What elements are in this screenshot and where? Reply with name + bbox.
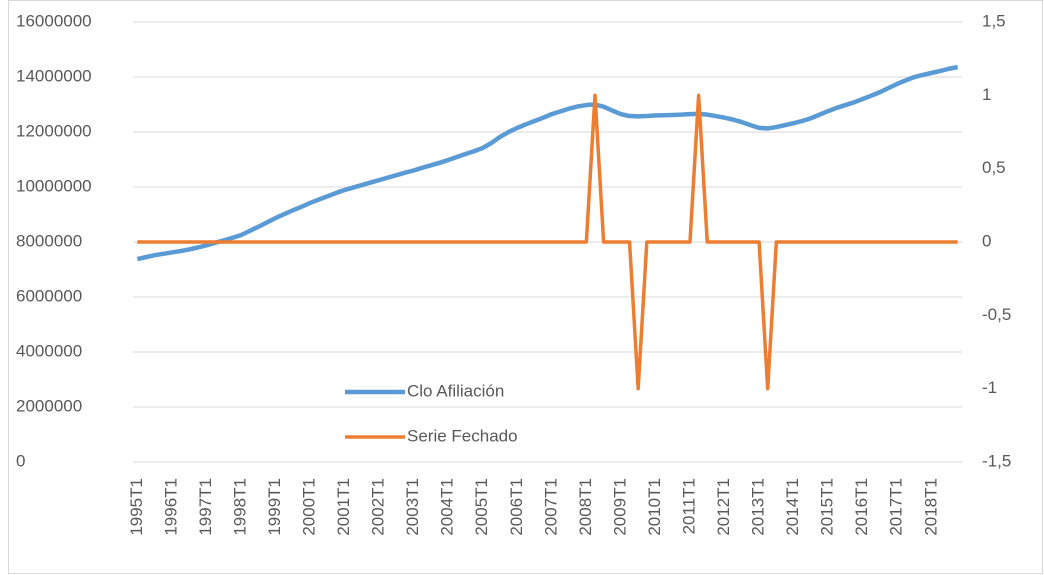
x-tick-label: 2009T1	[610, 478, 629, 536]
y2-tick-label: -1,5	[982, 451, 1011, 470]
x-tick-label: 2006T1	[507, 478, 526, 536]
y-tick-label: 16000000	[16, 11, 92, 30]
x-tick-label: 2018T1	[921, 478, 940, 536]
x-tick-label: 2015T1	[818, 478, 837, 536]
legend-label: Clo Afiliación	[407, 381, 504, 400]
y-tick-label: 10000000	[16, 176, 92, 195]
x-tick-label: 2000T1	[300, 478, 319, 536]
x-tick-label: 2008T1	[576, 478, 595, 536]
x-tick-label: 2005T1	[472, 478, 491, 536]
x-tick-label: 2001T1	[334, 478, 353, 536]
x-tick-label: 2016T1	[852, 478, 871, 536]
x-tick-label: 2007T1	[541, 478, 560, 536]
y2-tick-label: -1	[982, 378, 997, 397]
x-tick-label: 1996T1	[161, 478, 180, 536]
x-tick-label: 2010T1	[645, 478, 664, 536]
x-tick-label: 1999T1	[265, 478, 284, 536]
y-tick-label: 2000000	[16, 396, 82, 415]
y2-tick-label: 0	[982, 231, 991, 250]
y-tick-label: 8000000	[16, 231, 82, 250]
y2-tick-label: 0,5	[982, 158, 1006, 177]
y2-tick-label: -0,5	[982, 305, 1011, 324]
x-tick-label: 1998T1	[230, 478, 249, 536]
y-tick-label: 12000000	[16, 121, 92, 140]
y2-tick-label: 1,5	[982, 11, 1006, 30]
legend-label: Serie Fechado	[407, 426, 518, 445]
x-tick-label: 2003T1	[403, 478, 422, 536]
x-tick-label: 2011T1	[679, 478, 698, 534]
series-line	[137, 93, 958, 391]
y-tick-label: 0	[16, 451, 25, 470]
x-tick-label: 2002T1	[369, 478, 388, 536]
x-tick-label: 2014T1	[783, 478, 802, 536]
y-tick-label: 4000000	[16, 341, 82, 360]
x-tick-label: 1997T1	[196, 478, 215, 536]
x-tick-label: 2004T1	[438, 478, 457, 536]
x-tick-label: 2013T1	[749, 478, 768, 536]
x-tick-label: 1995T1	[127, 478, 146, 536]
y-tick-label: 14000000	[16, 66, 92, 85]
y-tick-label: 6000000	[16, 286, 82, 305]
x-tick-label: 2012T1	[714, 478, 733, 536]
x-tick-label: 2017T1	[887, 478, 906, 536]
series-line	[136, 64, 959, 262]
y2-tick-label: 1	[982, 85, 991, 104]
